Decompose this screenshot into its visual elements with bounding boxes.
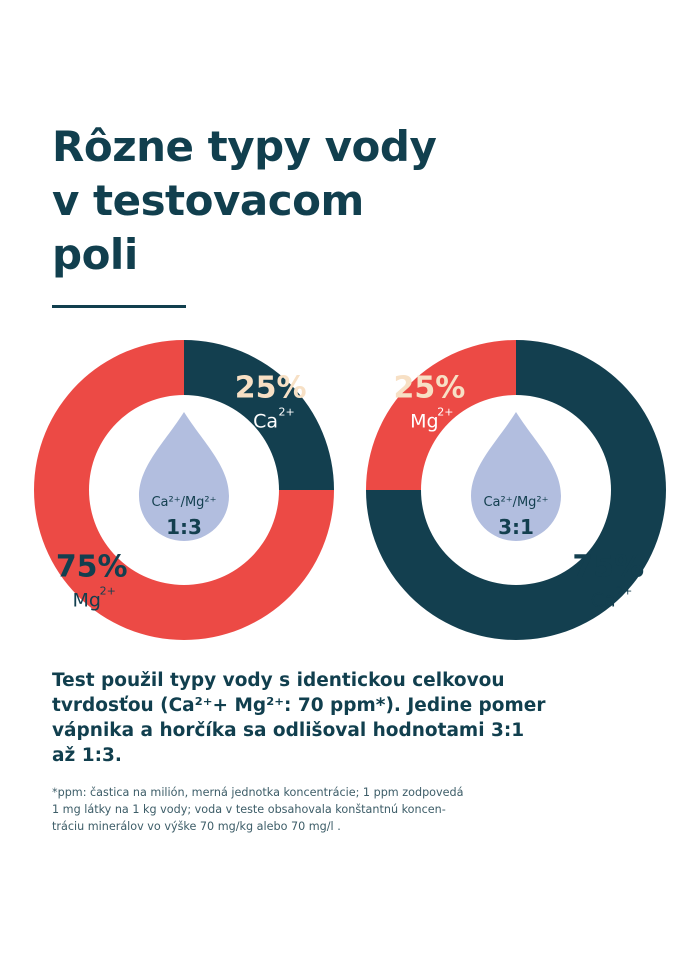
slice-label-ca: 75% Ca 2+ [572, 549, 644, 611]
slice-ca [366, 340, 666, 640]
ratio-text: Ca²⁺/Mg²⁺ [483, 495, 548, 510]
slice-label-mg: 25% Mg2+ [393, 370, 465, 432]
slice-mg [34, 340, 334, 640]
footnote: *ppm: častica na milión, merná jednotka … [52, 784, 612, 835]
slice-percentage: 25% [393, 370, 465, 405]
slice-ion-charge: 2+ [437, 405, 453, 418]
donut-chart-3-1: 75%Ca 2+25%Mg2+Ca²⁺/Mg²⁺3:1 [366, 340, 666, 640]
ratio-value: 3:1 [498, 515, 534, 539]
title-line-3: poli [52, 230, 138, 279]
ratio-value: 1:3 [166, 515, 202, 539]
title-line-1: Rôzne typy vody [52, 122, 437, 171]
slice-label-ca: 25% Ca 2+ [235, 370, 307, 432]
description-line-1: Test použil typy vody s identickou celko… [52, 670, 505, 691]
slice-ion-charge: 2+ [279, 405, 295, 418]
description-line-4: až 1:3. [52, 745, 122, 766]
water-drop-icon: Ca²⁺/Mg²⁺ 3:1 [471, 412, 561, 541]
slice-ion-label: Ca [591, 589, 616, 611]
page-title: Rôzne typy vody v testovacom poli [52, 120, 652, 282]
title-underline [52, 305, 186, 308]
donut-chart-1-3: 25%Ca 2+75%Mg2+Ca²⁺/Mg²⁺1:3 [34, 340, 334, 640]
ratio-text: Ca²⁺/Mg²⁺ [151, 495, 216, 510]
slice-ion-label: Ca [253, 410, 278, 432]
slice-ion-label: Mg [72, 589, 100, 611]
slice-label-mg: 75% Mg2+ [56, 549, 128, 611]
slice-percentage: 75% [56, 549, 128, 584]
slice-ion-label: Mg [410, 410, 438, 432]
slice-ion-charge: 2+ [100, 584, 116, 597]
footnote-line-1: *ppm: častica na milión, merná jednotka … [52, 786, 464, 799]
footnote-line-2: 1 mg látky na 1 kg vody; voda v teste ob… [52, 803, 446, 816]
description-line-2: tvrdosťou (Ca²⁺+ Mg²⁺: 70 ppm*). Jedine … [52, 695, 546, 716]
footnote-line-3: tráciu minerálov vo výške 70 mg/kg alebo… [52, 820, 341, 833]
water-drop-icon: Ca²⁺/Mg²⁺ 1:3 [139, 412, 229, 541]
slice-ion-charge: 2+ [616, 584, 632, 597]
slice-percentage: 75% [572, 549, 644, 584]
slice-mg [366, 340, 516, 490]
description-line-3: vápnika a horčíka sa odlišoval hodnotami… [52, 720, 525, 741]
title-line-2: v testovacom [52, 176, 364, 225]
slice-ca [184, 340, 334, 490]
slice-percentage: 25% [235, 370, 307, 405]
description-text: Test použil typy vody s identickou celko… [52, 668, 652, 768]
